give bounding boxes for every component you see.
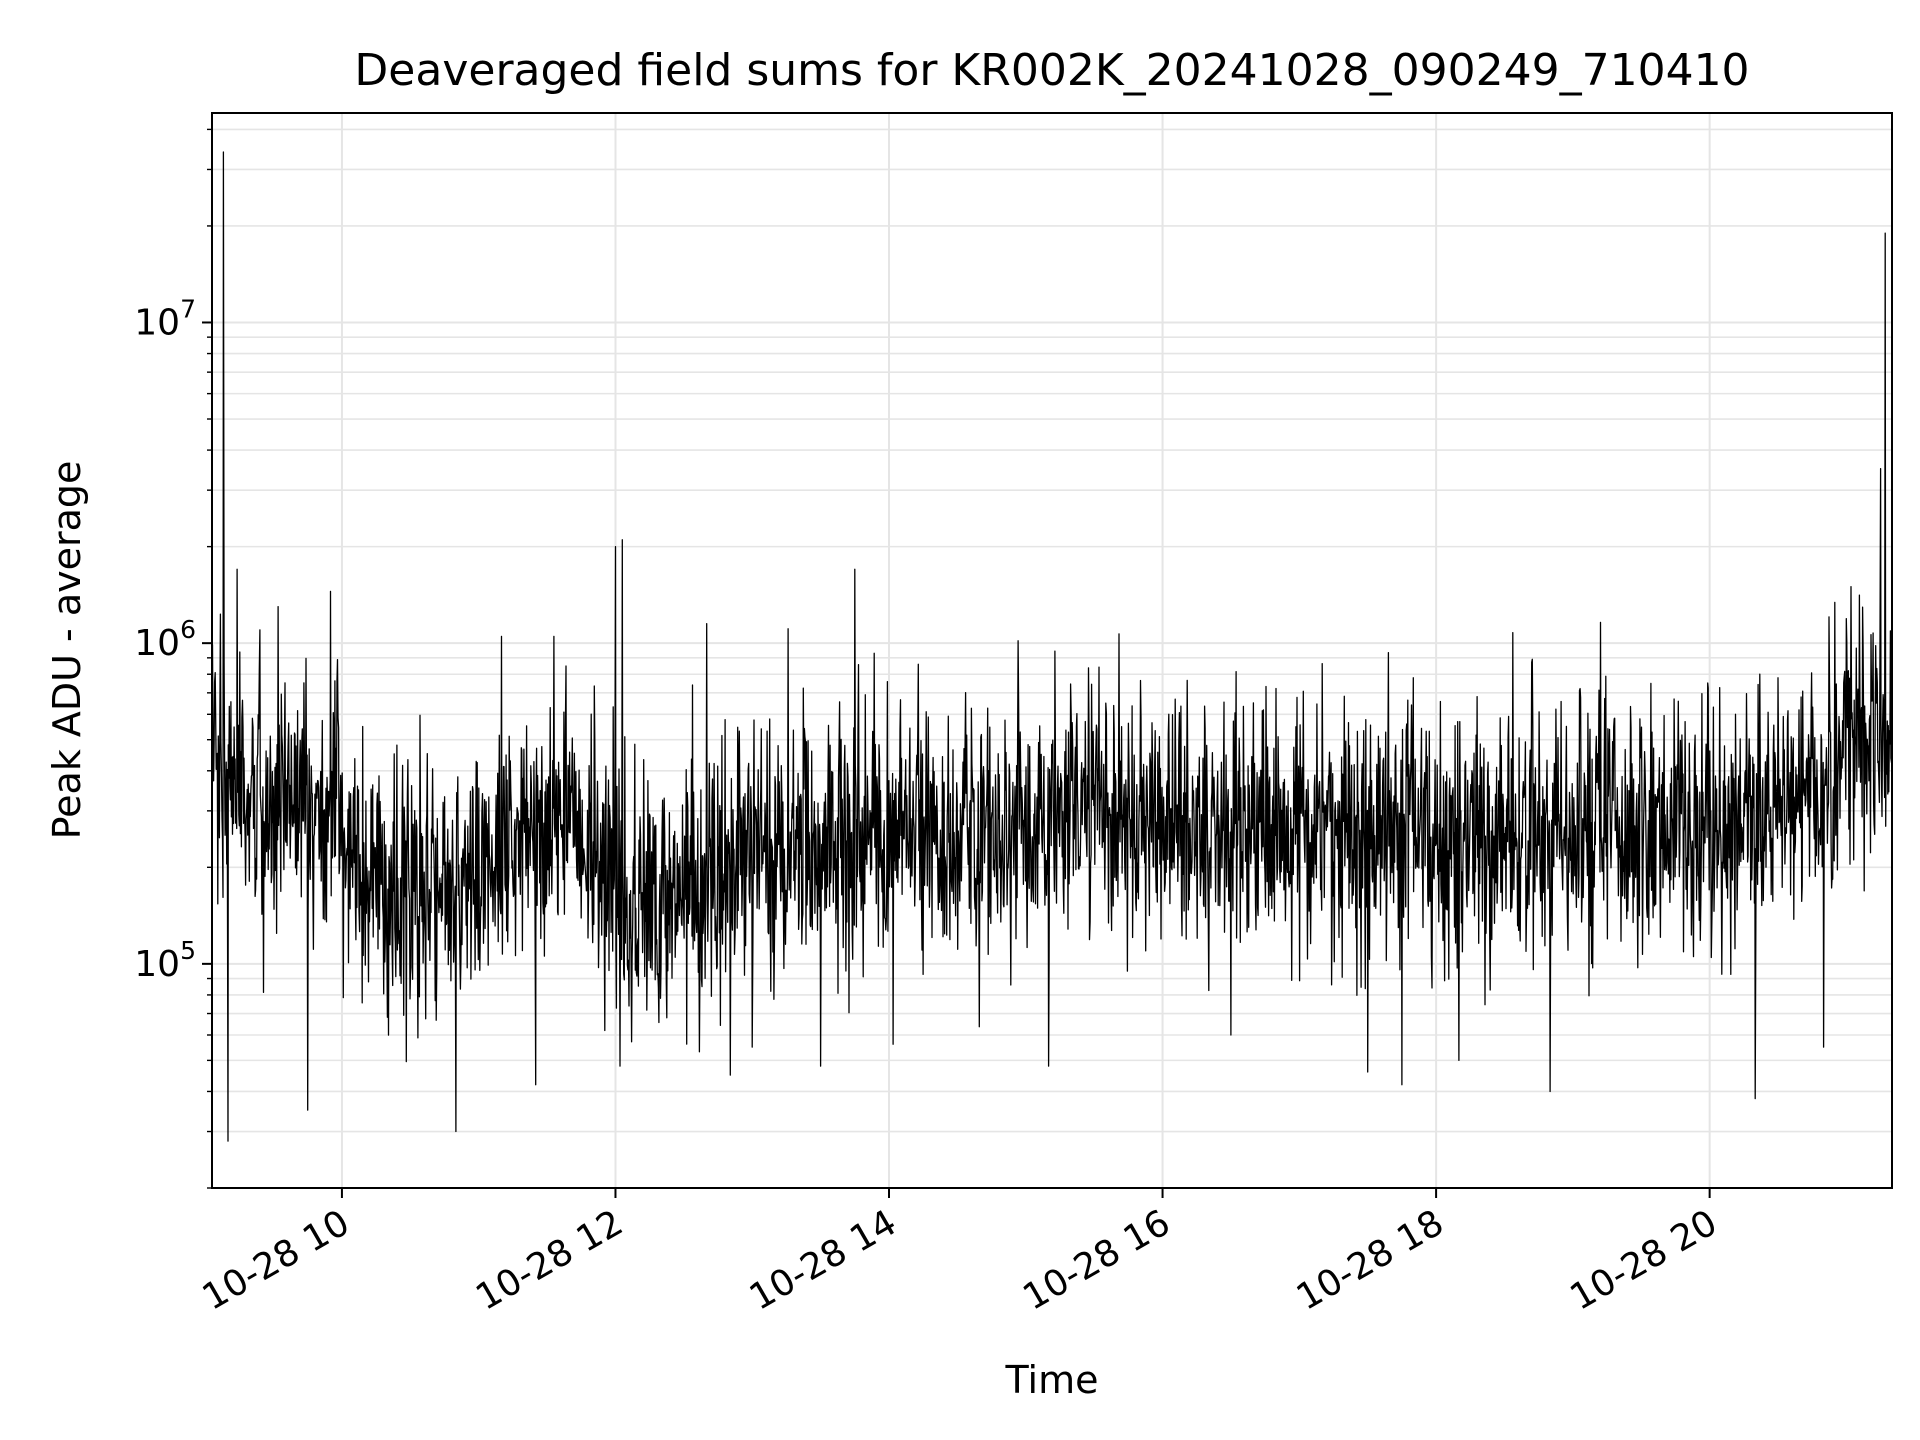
series-line [212,151,1892,1142]
y-tick-label: 106 [134,615,196,664]
plot-frame [211,112,1893,1189]
grid [212,113,1892,1189]
x-axis-label: Time [1005,1358,1099,1402]
y-axis-label: Peak ADU - average [45,461,89,840]
chart-title: Deaveraged field sums for KR002K_2024102… [354,45,1749,96]
y-tick-label: 105 [134,936,196,985]
y-tick-label: 107 [134,294,196,343]
